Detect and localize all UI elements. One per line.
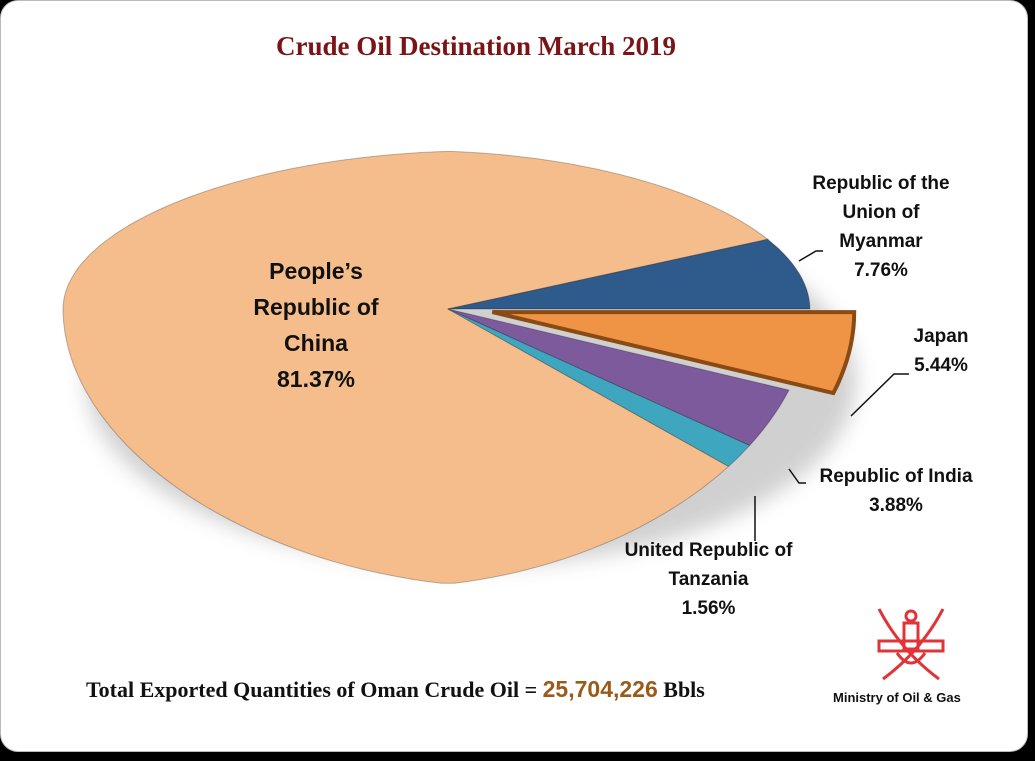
ministry-name: Ministry of Oil & Gas <box>833 690 961 705</box>
leader-line-japan <box>850 373 909 417</box>
total-value: 25,704,226 <box>542 676 658 702</box>
label-japan: Japan 5.44% <box>891 322 991 380</box>
total-exported: Total Exported Quantities of Oman Crude … <box>86 676 705 703</box>
label-text: Myanmar <box>839 231 923 252</box>
label-tanzania: United Republic of Tanzania 1.56% <box>601 536 816 623</box>
label-text: Tanzania <box>668 569 749 590</box>
label-text: People’s <box>269 258 363 284</box>
label-value: 1.56% <box>681 598 736 619</box>
label-text: United Republic of <box>624 540 793 561</box>
leader-line-india <box>788 468 806 484</box>
label-text: Republic of India <box>819 466 973 487</box>
label-value: 81.37% <box>276 366 355 392</box>
leader-lines <box>754 250 909 541</box>
label-text: Union of <box>842 202 920 223</box>
label-value: 7.76% <box>854 260 908 281</box>
label-china: People’s Republic of China 81.37% <box>226 253 406 397</box>
chart-title: Crude Oil Destination March 2019 <box>276 31 676 61</box>
label-text: China <box>284 330 348 356</box>
label-text: Republic of <box>253 294 379 320</box>
label-value: 3.88% <box>869 495 923 516</box>
label-text: Republic of the <box>812 173 950 194</box>
leader-line-myanmar <box>798 250 823 262</box>
pie-slice-republic-of-the-union-of-myanmar <box>447 238 811 310</box>
label-text: Japan <box>913 326 969 347</box>
label-myanmar: Republic of the Union of Myanmar 7.76% <box>791 169 971 285</box>
total-label: Total Exported Quantities of Oman Crude … <box>86 677 538 702</box>
pie-slice-united-republic-of-tanzania <box>447 308 751 468</box>
pie-slice-people-s-republic-of-china <box>62 150 769 584</box>
label-india: Republic of India 3.88% <box>801 462 991 520</box>
pie-slice-japan <box>491 310 857 396</box>
label-value: 5.44% <box>914 355 968 376</box>
total-unit: Bbls <box>663 677 705 702</box>
pie-slice-republic-of-india <box>447 308 790 447</box>
